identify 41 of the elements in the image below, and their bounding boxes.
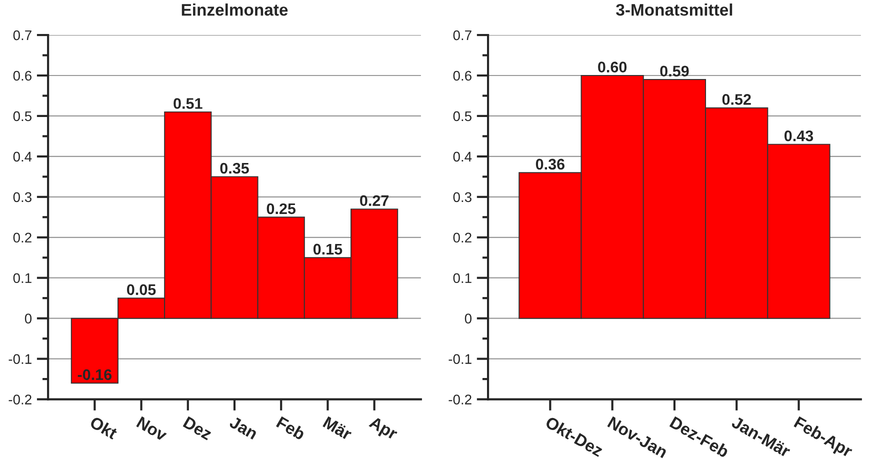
x-tick-label: Nov (136, 416, 168, 442)
y-tick-label: 0.7 (13, 30, 32, 40)
y-tick-label: -0.1 (8, 354, 32, 364)
y-tick-label: 0 (464, 314, 472, 324)
data-label: 0.27 (360, 195, 389, 206)
y-tick-label: 0 (24, 314, 32, 324)
y-tick-label: -0.1 (448, 354, 472, 364)
x-tick-label: Okt (89, 416, 119, 440)
x-tick-label: Feb (276, 416, 306, 440)
data-label: 0.43 (784, 130, 814, 142)
y-tick-label: 0.1 (453, 273, 472, 284)
data-label: 0.25 (266, 203, 296, 214)
x-tick-label: Jan (228, 416, 258, 440)
chart-title: Einzelmonate (182, 4, 288, 16)
y-tick-label: 0.4 (13, 152, 32, 162)
y-tick-label: 0.2 (453, 232, 472, 243)
data-label: 0.59 (660, 66, 689, 77)
chart-title: 3-Monatsmittel (616, 4, 732, 16)
data-label: 0.35 (220, 162, 249, 174)
y-tick-label: 0.7 (453, 30, 472, 40)
y-tick-label: 0.3 (453, 192, 472, 202)
x-tick-label: Apr (366, 416, 399, 443)
y-tick-label: 0.2 (13, 232, 32, 243)
data-label: 0.52 (722, 94, 751, 105)
y-tick-label: -0.2 (448, 394, 472, 404)
data-label: 0.05 (127, 284, 156, 296)
y-tick-label: 0.3 (13, 192, 32, 202)
data-label: 0.51 (174, 98, 202, 109)
x-tick-label: Dez (182, 416, 213, 440)
y-tick-label: 0.5 (13, 111, 32, 122)
data-label: 0.15 (313, 244, 342, 255)
y-tick-label: 0.5 (453, 111, 472, 122)
data-label: -0.16 (78, 369, 112, 380)
data-label: 0.60 (598, 62, 627, 72)
y-tick-label: 0.6 (13, 70, 32, 81)
y-tick-label: 0.6 (453, 70, 472, 81)
data-label: 0.36 (536, 158, 564, 170)
y-tick-label: -0.2 (8, 394, 32, 404)
y-tick-label: 0.4 (453, 152, 472, 162)
y-tick-label: 0.1 (13, 273, 32, 284)
x-tick-label: Mär (322, 416, 353, 441)
